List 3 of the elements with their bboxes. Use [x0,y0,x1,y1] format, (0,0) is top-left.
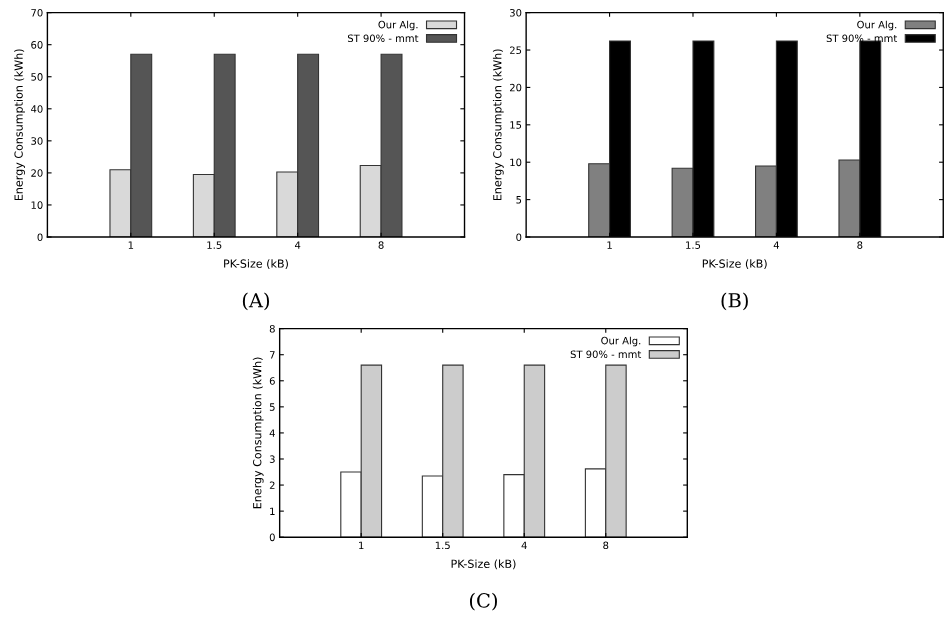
text: (A) [242,292,270,311]
text: (C) [469,592,497,611]
text: (B) [721,292,748,311]
